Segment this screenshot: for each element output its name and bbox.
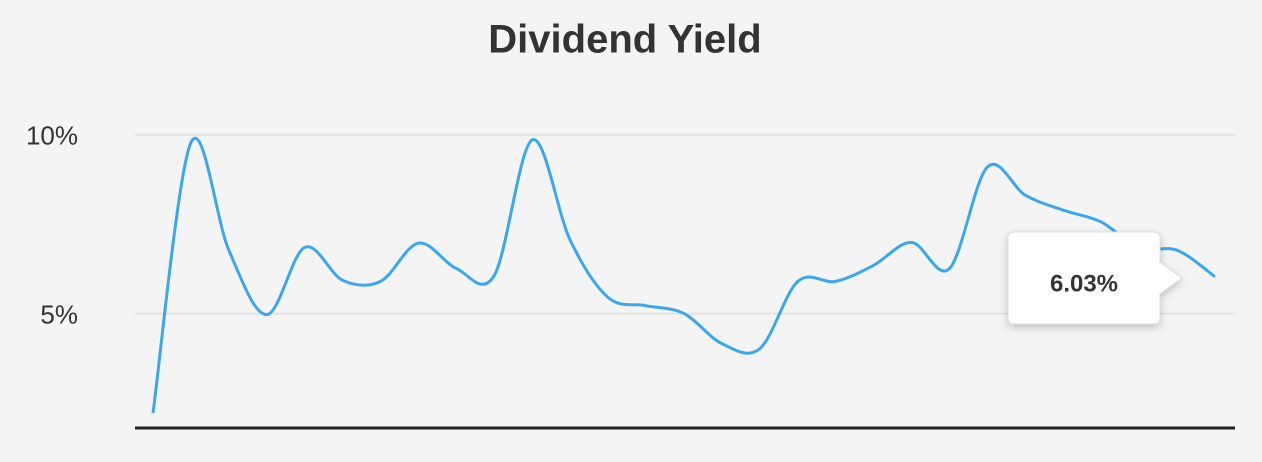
tooltip: 6.03% [1007,231,1183,325]
chart-title: Dividend Yield [488,18,761,62]
tooltip-label: 6.03% [1050,270,1118,297]
tooltip-box [1007,231,1183,325]
line-series [151,137,1216,414]
y-tick-label: 10% [26,121,78,151]
y-tick-label: 5% [40,299,78,329]
